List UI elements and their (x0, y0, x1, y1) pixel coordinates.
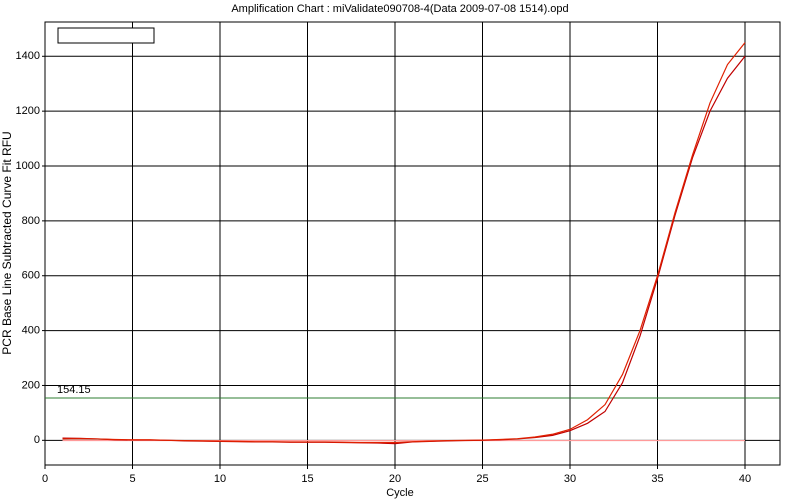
series-line (62, 42, 746, 444)
y-tick-label: 200 (22, 379, 40, 391)
y-tick-label: 1000 (16, 160, 40, 172)
x-tick-label: 40 (739, 473, 751, 485)
x-tick-label: 25 (476, 473, 488, 485)
y-tick-label: 800 (22, 215, 40, 227)
chart-title: Amplification Chart : miValidate090708-4… (231, 3, 568, 15)
y-tick-label: 1200 (16, 105, 40, 117)
x-tick-label: 5 (129, 473, 135, 485)
x-tick-label: 0 (42, 473, 48, 485)
plot-border (44, 21, 781, 466)
y-tick-label: 400 (22, 324, 40, 336)
x-tick-label: 10 (214, 473, 226, 485)
y-axis-label: PCR Base Line Subtracted Curve Fit RFU (0, 131, 14, 354)
y-tick-label: 0 (34, 434, 40, 446)
x-tick-label: 35 (651, 473, 663, 485)
threshold-label: 154.15 (57, 384, 91, 396)
x-tick-label: 15 (301, 473, 313, 485)
legend-box (57, 27, 155, 44)
x-tick-label: 30 (564, 473, 576, 485)
x-tick-label: 20 (389, 473, 401, 485)
x-axis-label: Cycle (386, 487, 414, 499)
y-tick-label: 1400 (16, 50, 40, 62)
y-tick-label: 600 (22, 270, 40, 282)
